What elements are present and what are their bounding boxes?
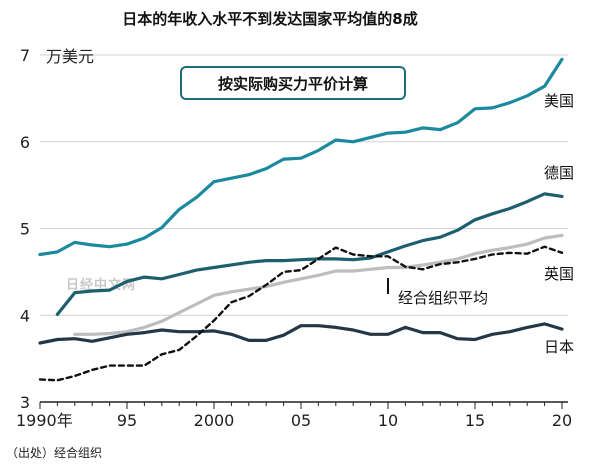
- series-line-oecd: [38, 245, 564, 382]
- y-tick-label: 4: [20, 306, 30, 325]
- source-note: （出处）经合组织: [6, 445, 102, 460]
- x-tick-label: 95: [117, 411, 137, 430]
- series-label-japan: 日本: [544, 338, 574, 356]
- x-tick-label: 05: [291, 411, 311, 430]
- annotation-box: 按实际购买力平价计算: [180, 66, 406, 100]
- series-line-uk: [73, 233, 564, 336]
- series-line-us: [38, 57, 564, 257]
- x-tick-label: 2000: [194, 411, 235, 430]
- series-label-oecd: 经合组织平均: [398, 289, 488, 307]
- series-line-germany: [55, 192, 564, 316]
- x-tick-label: 1990年: [16, 411, 73, 430]
- y-tick-label: 7: [20, 46, 30, 65]
- series-label-uk: 英国: [544, 265, 574, 283]
- x-tick-label: 20: [552, 411, 572, 430]
- annotation-text: 按实际购买力平价计算: [218, 75, 368, 93]
- x-tick-label: 10: [378, 411, 398, 430]
- series-label-germany: 德国: [544, 164, 574, 182]
- y-axis-ticks: 3 4 5 6 7: [20, 46, 30, 412]
- chart-title: 日本的年收入水平不到发达国家平均值的8成: [122, 10, 417, 28]
- y-tick-label: 6: [20, 133, 30, 152]
- watermark-text: 日经中文网: [66, 277, 136, 293]
- series-label-us: 美国: [544, 92, 574, 110]
- series-labels: 美国 德国 英国 经合组织平均 日本: [398, 92, 574, 356]
- y-tick-label: 5: [20, 220, 30, 239]
- series-lines: [38, 57, 564, 382]
- x-tick-label: 15: [465, 411, 485, 430]
- gridlines: [40, 54, 568, 316]
- y-tick-label: 3: [20, 393, 30, 412]
- y-axis-unit: 万美元: [46, 47, 94, 66]
- x-axis: 1990年 95 2000 05 10 15 20: [16, 401, 572, 430]
- series-line-japan: [38, 322, 564, 345]
